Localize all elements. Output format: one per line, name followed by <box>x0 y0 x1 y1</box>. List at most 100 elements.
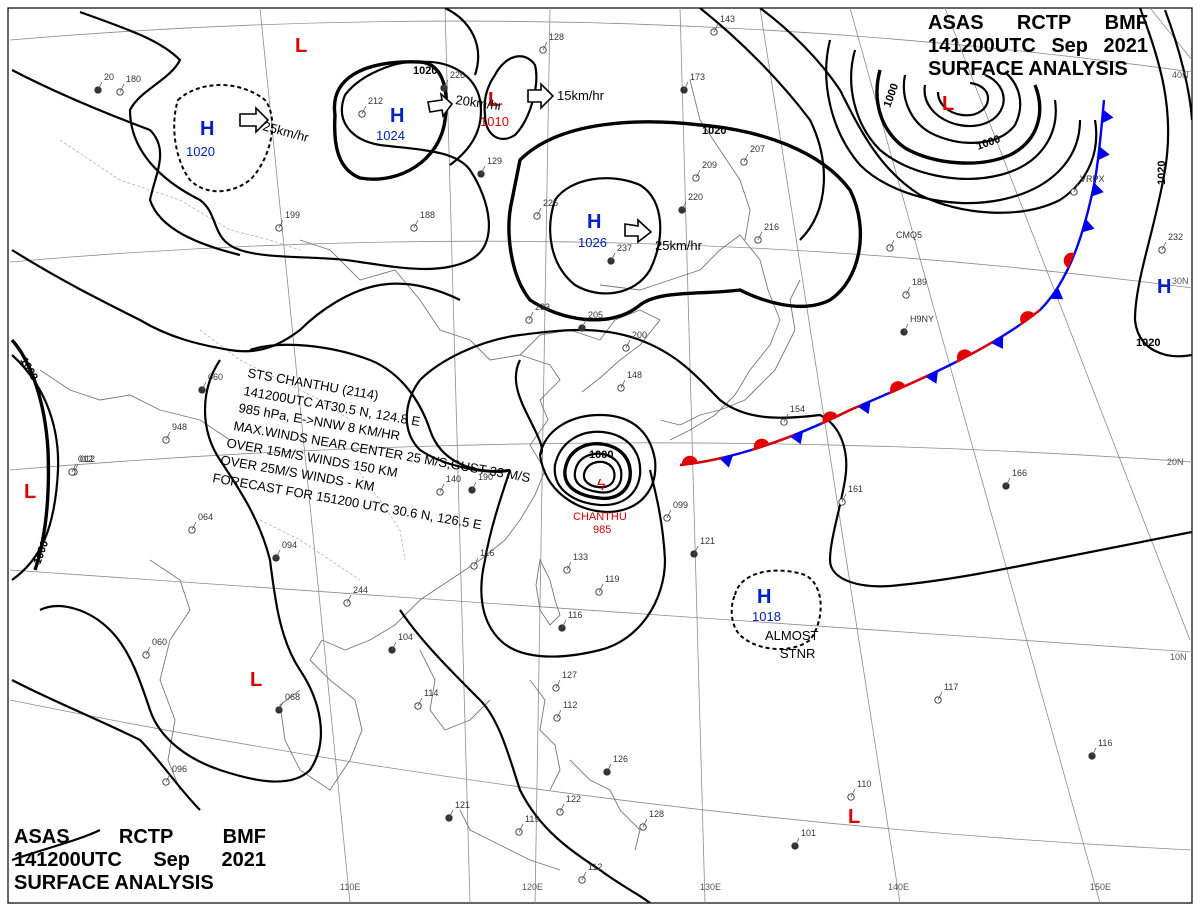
wind-barb-icon <box>581 319 587 329</box>
wind-barb-icon <box>610 252 616 262</box>
high-value: 1020 <box>186 144 215 159</box>
station-plot: 060 <box>142 637 167 659</box>
lat-label: 20N <box>1167 457 1184 467</box>
station-plot: 154 <box>780 404 805 426</box>
wind-barb-icon <box>1161 241 1167 251</box>
isobar-label: 1020 <box>1136 337 1160 349</box>
station-plot: 119 <box>595 574 619 596</box>
low-center: L <box>250 669 262 691</box>
station-plot: 012 <box>68 454 93 476</box>
wind-barb-icon <box>391 641 397 651</box>
station-value: H9NY <box>910 314 934 324</box>
station-plot: VRPX <box>1070 174 1105 196</box>
high-center: H <box>587 211 601 233</box>
station-value: 237 <box>617 243 632 253</box>
station-value: 190 <box>478 472 493 482</box>
station-value: 212 <box>368 96 383 106</box>
wind-barb-icon <box>443 79 449 89</box>
station-value: 154 <box>790 404 805 414</box>
wind-barb-icon <box>681 201 687 211</box>
lat-label: 40N <box>1172 70 1189 80</box>
wind-barb-icon <box>841 493 847 503</box>
high-value: 1026 <box>578 235 607 250</box>
low-center: L <box>488 89 500 111</box>
station-plot: 119 <box>515 814 539 836</box>
station-plot: 233 <box>525 302 550 324</box>
isobar-labels: 1020 1020 1000 1000 1000 1020 1000 1000 … <box>17 65 1168 566</box>
station-value: 126 <box>613 754 628 764</box>
warm-front-semicircle-icon <box>1020 311 1035 324</box>
station-plot: 232 <box>1158 232 1183 254</box>
motion-arrows: 25km/hr 20km/hr 15km/hr 25km/hr <box>239 82 703 253</box>
low-center: L <box>295 35 307 57</box>
station-plot: 116 <box>1088 738 1112 760</box>
warm-front-semicircle-icon <box>681 455 698 465</box>
station-value: 104 <box>398 632 413 642</box>
typhoon-name: CHANTHU <box>573 511 627 523</box>
warm-front-semicircle-icon <box>956 349 972 362</box>
wind-barb-icon <box>191 521 197 531</box>
note-line: STNR <box>780 646 815 661</box>
station-value: 119 <box>525 814 539 824</box>
station-value: 121 <box>700 536 715 546</box>
station-value: 101 <box>801 828 816 838</box>
station-plot: 205 <box>578 310 603 332</box>
header-agency: ASAS <box>928 12 984 34</box>
station-value: 133 <box>573 552 588 562</box>
station-plot: 237 <box>607 243 632 265</box>
station-value: 209 <box>702 160 717 170</box>
low-center: L <box>848 806 860 828</box>
station-value: 116 <box>568 610 582 620</box>
station-plot: 209 <box>692 160 717 182</box>
station-plot: 226 <box>533 198 558 220</box>
typhoon-symbol-icon: ϟ <box>597 477 606 494</box>
station-value: 188 <box>420 210 435 220</box>
wind-barb-icon <box>165 773 171 783</box>
isobar-label: 1020 <box>413 65 437 77</box>
wind-barb-icon <box>850 788 856 798</box>
wind-barb-icon <box>561 619 567 629</box>
coastlines <box>39 79 801 871</box>
station-value: 116 <box>1098 738 1112 748</box>
station-plot: 116 <box>470 548 494 570</box>
wind-barb-icon <box>275 549 281 559</box>
wind-barb-icon <box>743 153 749 163</box>
station-value: 099 <box>673 500 688 510</box>
station-plot: 128 <box>639 809 664 831</box>
wind-barb-icon <box>581 871 587 881</box>
header-year: 2021 <box>221 849 267 871</box>
header-title: SURFACE ANALYSIS <box>14 872 214 894</box>
warm-front-semicircle-icon <box>1063 252 1075 268</box>
station-value: 166 <box>1012 468 1027 478</box>
station-plot: 060 <box>198 372 223 394</box>
station-plot: 094 <box>272 540 297 562</box>
station-value: 117 <box>944 682 958 692</box>
station-value: 112 <box>563 700 577 710</box>
stationary-note: ALMOST STNR <box>765 628 819 661</box>
note-line: ALMOST <box>765 628 819 643</box>
station-value: 199 <box>285 210 300 220</box>
typhoon-center: ϟ CHANTHU 985 <box>573 477 627 536</box>
wind-barb-icon <box>683 81 689 91</box>
station-value: 200 <box>632 330 647 340</box>
dashed-isobars <box>173 84 822 651</box>
wind-barb-icon <box>666 509 672 519</box>
warm-front-semicircle-icon <box>822 411 838 423</box>
map-frame <box>7 7 1193 904</box>
station-value: 189 <box>912 277 927 287</box>
station-value: 128 <box>549 32 564 42</box>
station-value: 232 <box>1168 232 1183 242</box>
station-plot: 122 <box>556 794 581 816</box>
station-plot: 110 <box>847 779 871 801</box>
station-plot: 207 <box>740 144 765 166</box>
wind-barb-icon <box>346 594 352 604</box>
station-value: 064 <box>198 512 213 522</box>
wind-barb-icon <box>165 431 171 441</box>
station-plot: 216 <box>754 222 779 244</box>
cold-front-triangle-icon <box>1082 218 1095 233</box>
lon-label: 150E <box>1090 882 1111 892</box>
station-plot: 140 <box>436 474 461 496</box>
low-center: L <box>942 93 954 115</box>
typhoon-pressure: 985 <box>593 524 611 536</box>
